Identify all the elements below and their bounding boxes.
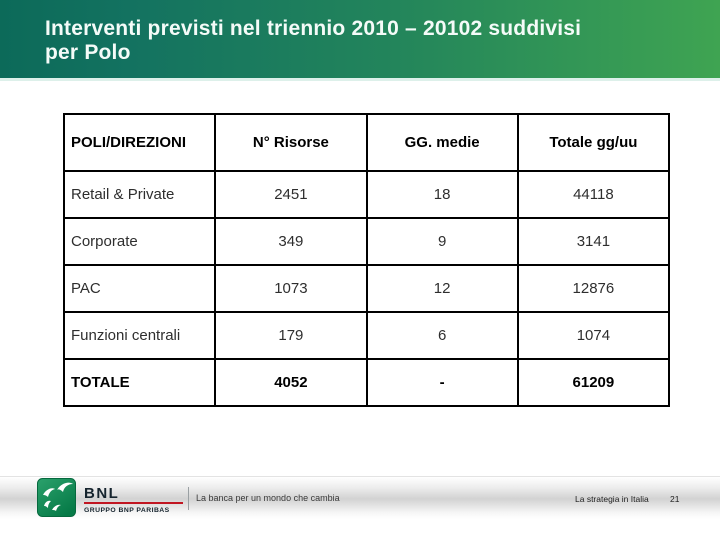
page-title-line2: per Polo [45,41,131,64]
footer-separator [188,487,189,510]
cell-totale: 3141 [516,217,671,266]
footer-tagline: La banca per un mondo che cambia [196,493,340,503]
row-label: Corporate [62,217,217,266]
header-gg-medie: GG. medie [365,113,519,172]
cell-risorse: 179 [214,311,368,360]
cell-gg-medie-totale: - [365,358,519,407]
cell-totale: 1074 [516,311,671,360]
cell-gg-medie: 9 [365,217,519,266]
cell-gg-medie: 12 [365,264,519,313]
cell-risorse: 2451 [214,170,368,219]
footer-section-label: La strategia in Italia [575,494,649,504]
swallow-birds-icon [37,478,76,517]
page-title: Interventi previsti nel triennio 2010 – … [45,17,581,65]
footer-band [0,476,720,519]
header-poli-direzioni: POLI/DIREZIONI [62,113,217,172]
cell-risorse-totale: 4052 [214,358,368,407]
row-label: Retail & Private [62,170,217,219]
bnl-logo [37,478,76,517]
interventi-table: POLI/DIREZIONI N° Risorse GG. medie Tota… [62,113,671,407]
header-underline [0,78,720,81]
table-row: Funzioni centrali 179 6 1074 [62,311,671,360]
cell-totale: 12876 [516,264,671,313]
page-title-line1: Interventi previsti nel triennio 2010 – … [45,17,582,40]
table-row-total: TOTALE 4052 - 61209 [62,358,671,407]
table-row: PAC 1073 12 12876 [62,264,671,313]
bnl-wordmark: BNL [84,485,120,502]
bnl-wordmark-block: BNL GRUPPO BNP PARIBAS [84,486,194,514]
bnl-group-name: GRUPPO BNP PARIBAS [84,507,170,514]
cell-risorse: 349 [214,217,368,266]
cell-gg-medie: 6 [365,311,519,360]
header-n-risorse: N° Risorse [214,113,368,172]
footer-page-number: 21 [670,494,680,504]
table-row: Retail & Private 2451 18 44118 [62,170,671,219]
row-label: PAC [62,264,217,313]
row-label: Funzioni centrali [62,311,217,360]
table-header-row: POLI/DIREZIONI N° Risorse GG. medie Tota… [62,113,671,172]
header-banner: Interventi previsti nel triennio 2010 – … [0,0,720,78]
cell-risorse: 1073 [214,264,368,313]
cell-gg-medie: 18 [365,170,519,219]
cell-totale-totale: 61209 [516,358,671,407]
red-rule [84,502,183,504]
cell-totale: 44118 [516,170,671,219]
table-row: Corporate 349 9 3141 [62,217,671,266]
row-label-totale: TOTALE [62,358,217,407]
header-totale-gg-uu: Totale gg/uu [516,113,671,172]
